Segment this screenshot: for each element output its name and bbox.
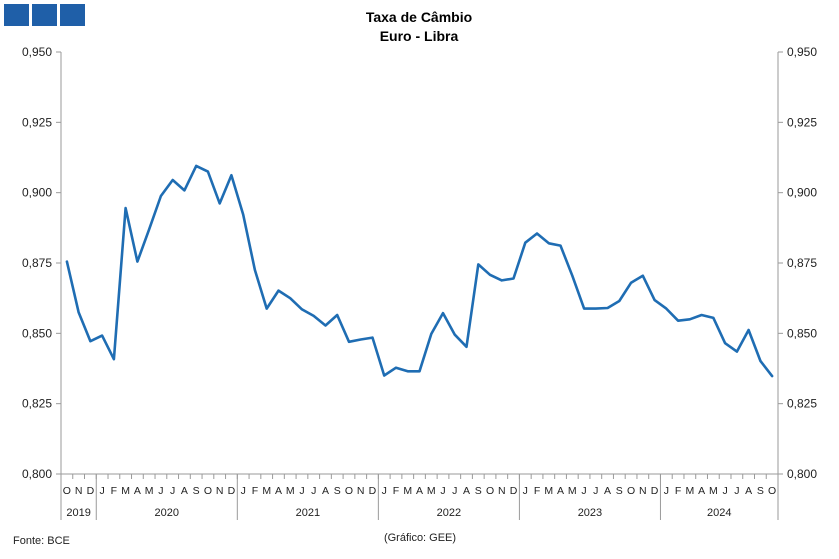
x-month-label: J bbox=[440, 485, 445, 497]
x-month-label: M bbox=[262, 485, 271, 497]
x-month-label: M bbox=[145, 485, 154, 497]
x-month-label: M bbox=[568, 485, 577, 497]
x-year-label: 2023 bbox=[578, 507, 602, 519]
x-month-label: D bbox=[87, 485, 95, 497]
x-month-label: M bbox=[121, 485, 130, 497]
x-month-label: O bbox=[63, 485, 71, 497]
x-month-label: M bbox=[709, 485, 718, 497]
x-month-label: D bbox=[651, 485, 659, 497]
x-month-label: F bbox=[393, 485, 399, 497]
x-month-label: A bbox=[745, 485, 752, 497]
y-tick-label-left: 0,950 bbox=[22, 45, 52, 59]
y-tick-label-right: 0,875 bbox=[787, 256, 817, 270]
series-layer bbox=[65, 164, 774, 378]
x-month-label: A bbox=[698, 485, 705, 497]
x-month-label: A bbox=[463, 485, 470, 497]
x-month-label: J bbox=[158, 485, 163, 497]
x-month-label: S bbox=[616, 485, 623, 497]
x-month-label: J bbox=[581, 485, 586, 497]
x-month-label: A bbox=[416, 485, 423, 497]
x-month-label: J bbox=[299, 485, 304, 497]
x-month-label: J bbox=[523, 485, 528, 497]
y-tick-label-left: 0,825 bbox=[22, 397, 52, 411]
y-tick-label-right: 0,825 bbox=[787, 397, 817, 411]
chart-subtitle: Euro - Libra bbox=[380, 28, 459, 44]
x-month-label: F bbox=[111, 485, 117, 497]
x-month-label: N bbox=[216, 485, 224, 497]
x-month-label: O bbox=[204, 485, 212, 497]
x-month-label: J bbox=[452, 485, 457, 497]
x-year-label: 2024 bbox=[707, 507, 731, 519]
x-month-label: M bbox=[685, 485, 694, 497]
x-month-label: A bbox=[134, 485, 141, 497]
source-note: Fonte: BCE bbox=[13, 535, 70, 547]
x-month-label: A bbox=[181, 485, 188, 497]
y-tick-label-left: 0,850 bbox=[22, 326, 52, 340]
credit-note: (Gráfico: GEE) bbox=[384, 532, 456, 544]
logo-square bbox=[4, 4, 29, 26]
x-month-label: A bbox=[322, 485, 329, 497]
x-month-label: N bbox=[639, 485, 647, 497]
x-month-label: A bbox=[557, 485, 564, 497]
x-month-label: J bbox=[382, 485, 387, 497]
x-month-label: M bbox=[427, 485, 436, 497]
x-month-label: J bbox=[664, 485, 669, 497]
x-month-label: S bbox=[193, 485, 200, 497]
x-month-label: M bbox=[286, 485, 295, 497]
y-tick-label-left: 0,800 bbox=[22, 467, 52, 481]
x-month-label: F bbox=[534, 485, 540, 497]
chart-title: Taxa de Câmbio bbox=[366, 9, 472, 25]
x-month-label: J bbox=[734, 485, 739, 497]
y-tick-label-left: 0,875 bbox=[22, 256, 52, 270]
series-line bbox=[65, 164, 774, 378]
x-month-label: J bbox=[593, 485, 598, 497]
y-tick-label-right: 0,950 bbox=[787, 45, 817, 59]
x-month-label: N bbox=[357, 485, 365, 497]
x-month-label: O bbox=[486, 485, 494, 497]
x-month-label: A bbox=[604, 485, 611, 497]
x-month-label: D bbox=[510, 485, 518, 497]
logo bbox=[4, 4, 85, 26]
x-month-label: J bbox=[170, 485, 175, 497]
x-month-label: S bbox=[334, 485, 341, 497]
x-month-label: M bbox=[544, 485, 553, 497]
x-month-label: D bbox=[369, 485, 377, 497]
x-month-label: S bbox=[475, 485, 482, 497]
x-month-label: J bbox=[100, 485, 105, 497]
x-month-label: N bbox=[498, 485, 506, 497]
y-tick-label-left: 0,925 bbox=[22, 115, 52, 129]
logo-square bbox=[32, 4, 57, 26]
y-tick-label-right: 0,925 bbox=[787, 115, 817, 129]
x-month-label: O bbox=[768, 485, 776, 497]
y-tick-label-left: 0,900 bbox=[22, 186, 52, 200]
x-month-label: M bbox=[403, 485, 412, 497]
x-month-label: O bbox=[345, 485, 353, 497]
y-tick-label-right: 0,900 bbox=[787, 186, 817, 200]
x-month-label: O bbox=[627, 485, 635, 497]
y-tick-label-right: 0,800 bbox=[787, 467, 817, 481]
x-month-label: A bbox=[275, 485, 282, 497]
logo-square bbox=[60, 4, 85, 26]
x-month-label: S bbox=[757, 485, 764, 497]
x-month-label: J bbox=[241, 485, 246, 497]
x-year-label: 2022 bbox=[437, 507, 461, 519]
x-year-label: 2021 bbox=[296, 507, 320, 519]
x-month-label: D bbox=[228, 485, 236, 497]
x-month-label: J bbox=[311, 485, 316, 497]
x-month-label: J bbox=[722, 485, 727, 497]
x-month-label: N bbox=[75, 485, 83, 497]
x-year-label: 2020 bbox=[155, 507, 179, 519]
y-tick-label-right: 0,850 bbox=[787, 326, 817, 340]
x-year-label: 2019 bbox=[66, 507, 90, 519]
x-month-label: F bbox=[675, 485, 681, 497]
axes: 0,800 0,800 0,825 0,825 0,850 0,850 0,875 0,875… bbox=[22, 45, 817, 520]
x-month-label: F bbox=[252, 485, 258, 497]
